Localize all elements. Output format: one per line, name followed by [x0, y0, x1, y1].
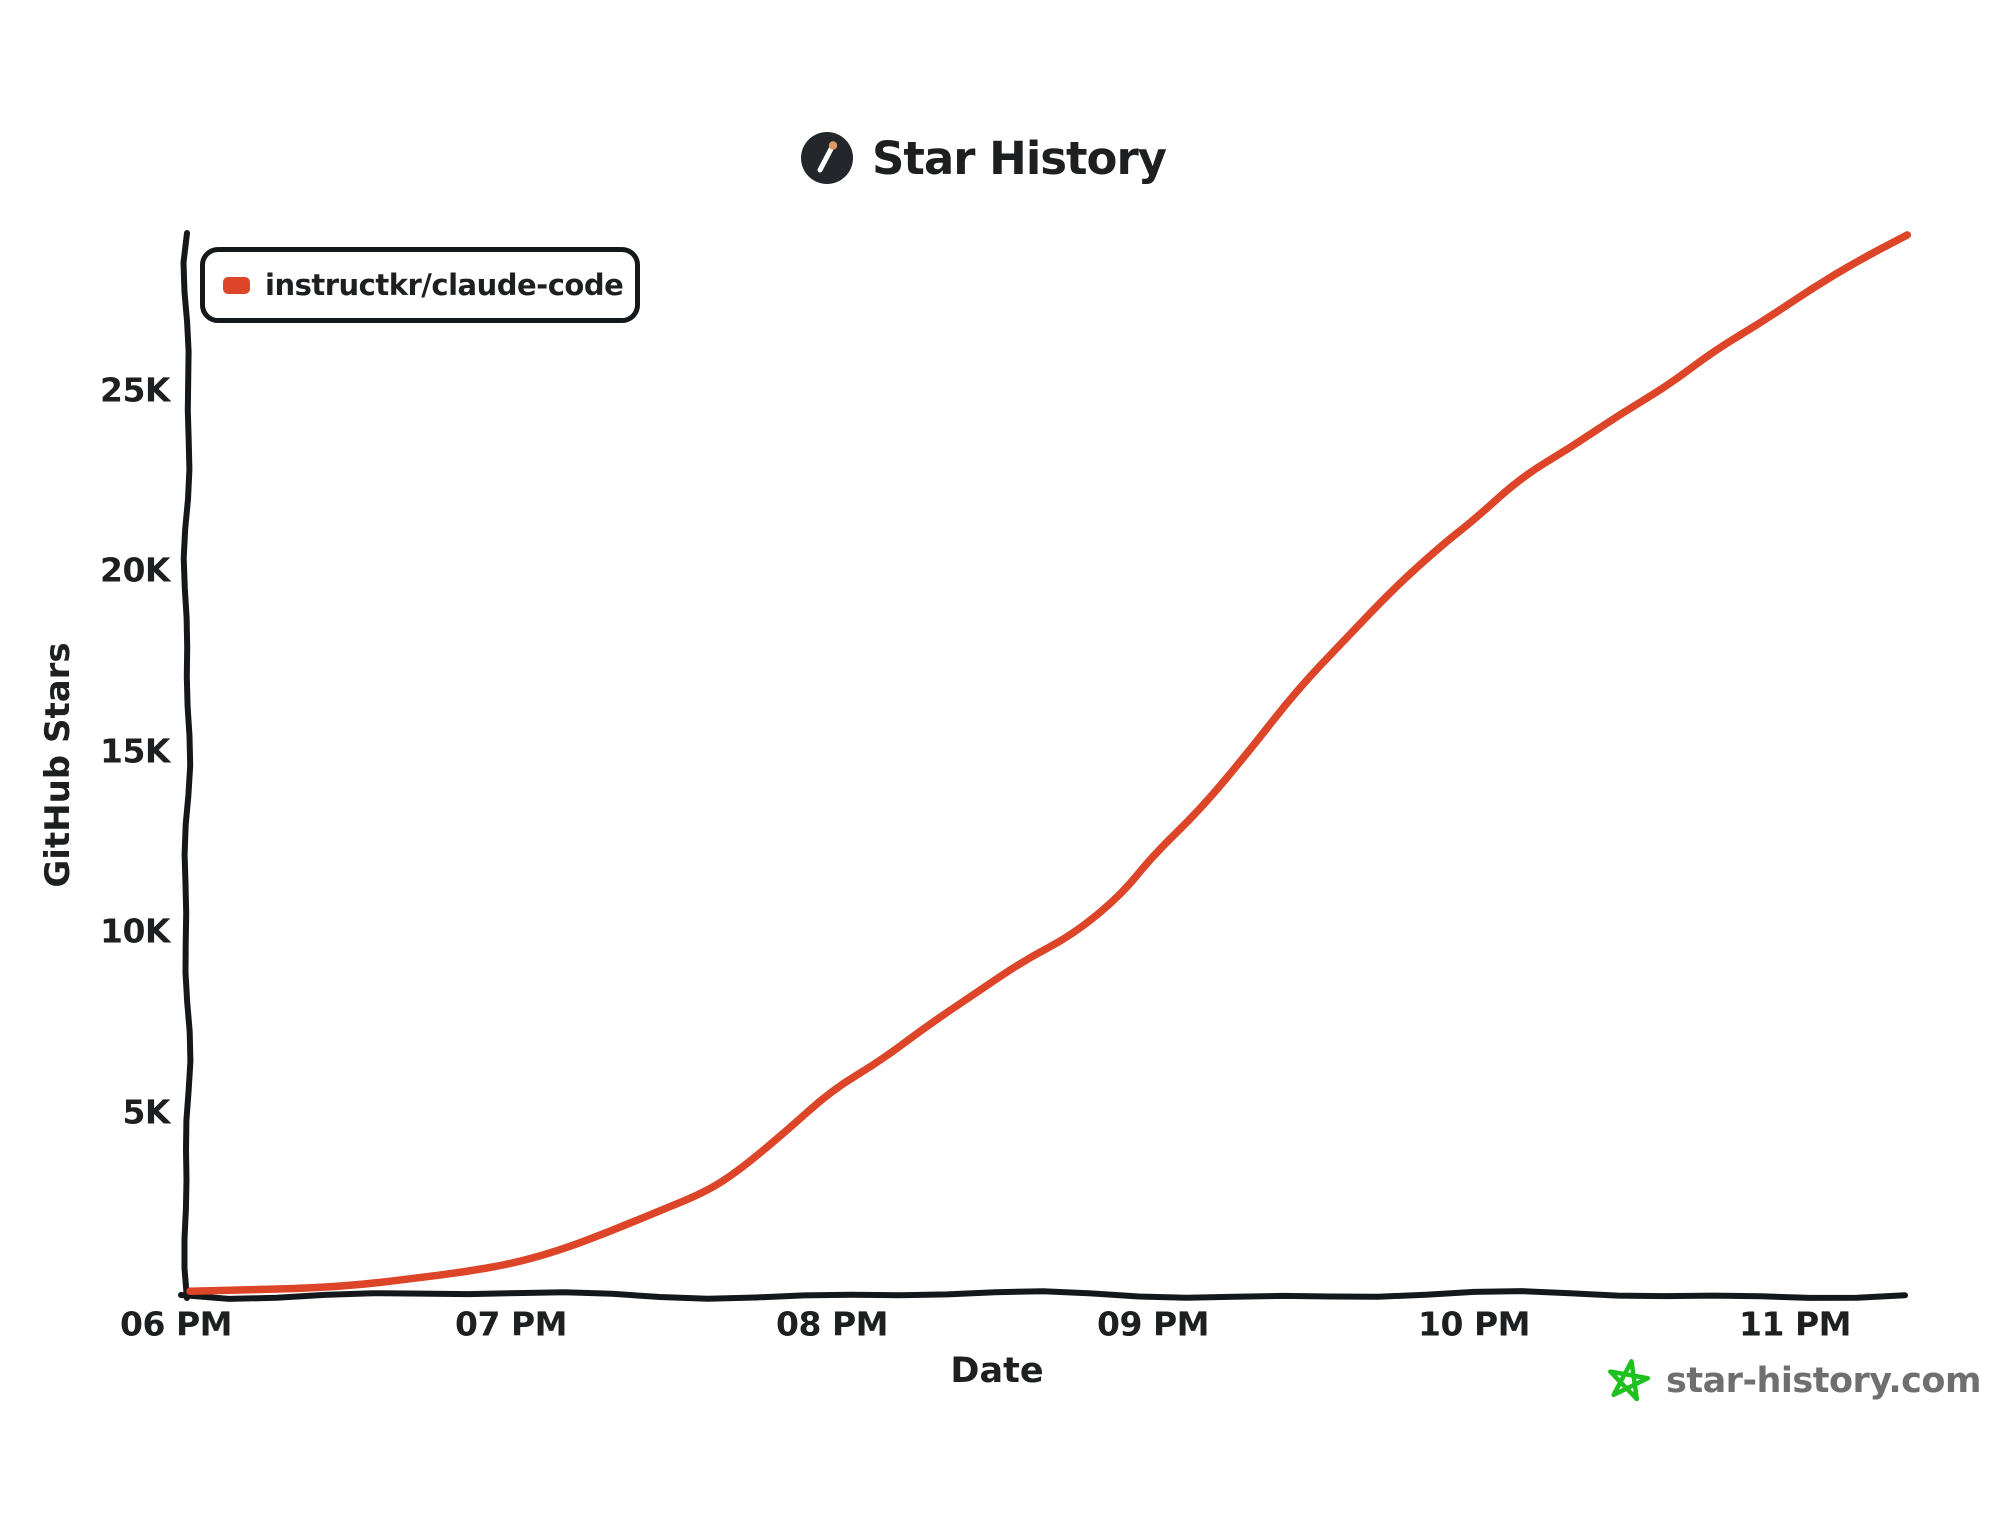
- legend-series-marker: [223, 276, 250, 294]
- page-title: Star History: [872, 131, 1167, 185]
- green-star-icon: [1608, 1359, 1651, 1402]
- x-axis-tick-label: 10 PM: [1418, 1304, 1530, 1344]
- y-axis-title: GitHub Stars: [38, 642, 78, 888]
- chart-title-row: Star History: [800, 131, 1167, 185]
- star-history-logo-icon: [801, 132, 854, 184]
- y-axis-tick-label: 20K: [100, 550, 171, 590]
- legend[interactable]: instructkr/claude-code: [200, 247, 640, 323]
- y-axis-tick-label: 25K: [100, 370, 171, 410]
- x-axis-line: [178, 1288, 1908, 1302]
- series-line-instructkr-claude-code: [186, 231, 1912, 1296]
- y-axis-tick-label: 15K: [100, 731, 171, 771]
- x-axis-tick-label: 09 PM: [1097, 1304, 1209, 1344]
- y-axis-line: [180, 230, 194, 1301]
- x-axis-tick-label: 06 PM: [120, 1304, 232, 1344]
- site-branding-link[interactable]: star-history.com: [1666, 1361, 1981, 1401]
- y-axis-tick-label: 10K: [100, 911, 171, 951]
- y-axis-tick-label: 5K: [122, 1092, 170, 1132]
- x-axis-tick-label: 08 PM: [776, 1304, 888, 1344]
- x-axis-tick-label: 07 PM: [455, 1304, 567, 1344]
- site-branding[interactable]: star-history.com: [1605, 1358, 1981, 1404]
- x-axis-tick-label: 11 PM: [1739, 1304, 1851, 1344]
- legend-series-label: instructkr/claude-code: [265, 268, 624, 302]
- x-axis-title: Date: [950, 1351, 1044, 1391]
